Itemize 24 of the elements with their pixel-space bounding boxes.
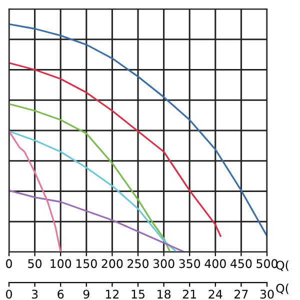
x-tick-label: 150: [76, 259, 97, 268]
x2-tick-label: 15: [132, 290, 144, 299]
x-tick-label: 350: [179, 259, 200, 268]
x2-tick-label: 9: [83, 290, 90, 299]
x2-tick-label: 30: [260, 290, 274, 299]
x-tick-label: 50: [28, 259, 42, 268]
x2-tick-label: 3: [32, 290, 38, 299]
x-tick-label: 450: [230, 259, 252, 268]
x2-tick-label: 27: [234, 290, 248, 298]
x2-tick-label: 6: [58, 290, 64, 299]
x-axis-title: Q(: [276, 260, 288, 272]
x-tick-label: 250: [128, 259, 148, 268]
x-tick-label: 500: [256, 259, 278, 268]
x2-tick-label: 0: [6, 290, 12, 299]
x2-tick-label: 21: [182, 290, 196, 298]
x-tick-label: 100: [50, 259, 72, 268]
x2-axis-title: Q(: [276, 284, 288, 294]
x2-tick-label: 12: [106, 290, 119, 298]
x-tick-label: 400: [204, 259, 226, 268]
x2-tick-label: 24: [208, 290, 222, 298]
x-tick-label: 0: [6, 259, 12, 268]
x2-tick-label: 18: [158, 290, 171, 299]
x-tick-label: 300: [153, 259, 174, 268]
x-tick-label: 200: [102, 259, 123, 268]
